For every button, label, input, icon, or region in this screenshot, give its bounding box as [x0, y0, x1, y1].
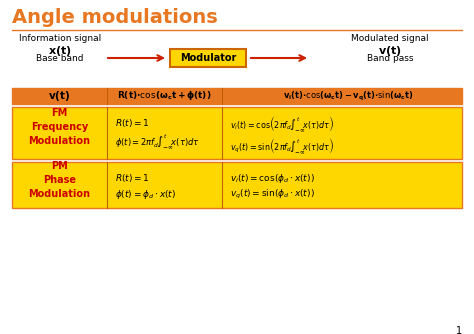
Text: $R(t)=1$: $R(t)=1$: [115, 172, 150, 184]
Text: $\phi(t)=2\pi f_d\!\int_{-\infty}^{t}\!x(\tau)d\tau$: $\phi(t)=2\pi f_d\!\int_{-\infty}^{t}\!x…: [115, 133, 200, 152]
Text: $\mathbf{v_i(t){\cdot}\cos(\omega_c t)-v_q(t){\cdot}\sin(\omega_c t)}$: $\mathbf{v_i(t){\cdot}\cos(\omega_c t)-v…: [283, 90, 413, 103]
Text: $v_q(t)=\sin(\phi_d\cdot x(t))$: $v_q(t)=\sin(\phi_d\cdot x(t))$: [230, 188, 315, 201]
Text: Angle modulations: Angle modulations: [12, 8, 218, 27]
Text: $v_q(t)=\sin\!\left(2\pi f_d\!\int_{-\infty}^{t}\!x(\tau)d\tau\right)$: $v_q(t)=\sin\!\left(2\pi f_d\!\int_{-\in…: [230, 137, 334, 156]
Text: $v_i(t)=\cos(\phi_d\cdot x(t))$: $v_i(t)=\cos(\phi_d\cdot x(t))$: [230, 172, 315, 185]
Text: Modulated signal: Modulated signal: [351, 34, 429, 43]
Text: Base band: Base band: [36, 54, 84, 63]
Text: $\phi(t)=\phi_d\cdot x(t)$: $\phi(t)=\phi_d\cdot x(t)$: [115, 188, 176, 201]
Text: $\mathbf{v(t)}$: $\mathbf{v(t)}$: [378, 44, 402, 58]
Text: 1: 1: [456, 326, 462, 334]
Text: PM
Phase
Modulation: PM Phase Modulation: [28, 161, 91, 199]
FancyBboxPatch shape: [12, 107, 462, 159]
FancyBboxPatch shape: [12, 88, 462, 104]
Text: $v_i(t)=\cos\!\left(2\pi f_d\!\int_{-\infty}^{t}\!x(\tau)d\tau\right)$: $v_i(t)=\cos\!\left(2\pi f_d\!\int_{-\in…: [230, 115, 334, 134]
Text: FM
Frequency
Modulation: FM Frequency Modulation: [28, 108, 91, 146]
Text: Information signal: Information signal: [19, 34, 101, 43]
Text: Band pass: Band pass: [367, 54, 413, 63]
FancyBboxPatch shape: [12, 162, 462, 208]
Text: $\mathbf{x(t)}$: $\mathbf{x(t)}$: [48, 44, 72, 58]
Text: $R(t)=1$: $R(t)=1$: [115, 117, 150, 129]
FancyBboxPatch shape: [170, 49, 246, 67]
Text: Modulator: Modulator: [180, 53, 236, 63]
Text: $\mathbf{R(t){\cdot}\cos(\omega_c t+\phi(t))}$: $\mathbf{R(t){\cdot}\cos(\omega_c t+\phi…: [117, 90, 212, 103]
Text: $\mathbf{v(t)}$: $\mathbf{v(t)}$: [48, 89, 71, 103]
